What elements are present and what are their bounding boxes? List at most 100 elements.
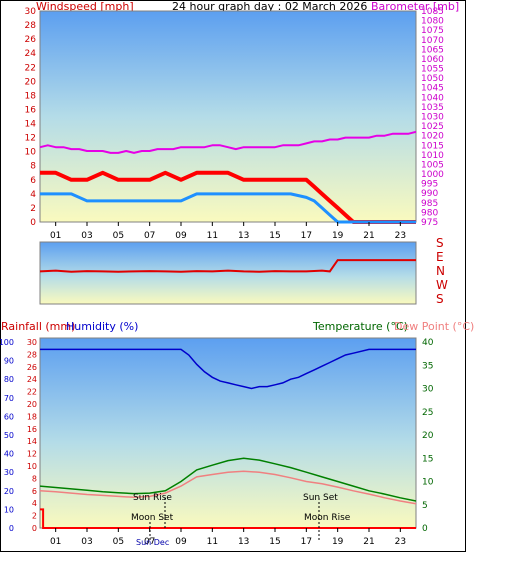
- hour-tick-label: 23: [395, 537, 406, 547]
- hour-tick-label: 07: [144, 537, 155, 547]
- humidity-tick-label: 20: [4, 487, 14, 496]
- barometer-axis-label: Barometer [mb]: [371, 0, 459, 13]
- rainfall-tick-label: 30: [27, 338, 37, 347]
- windspeed-tick-label: 16: [25, 105, 37, 115]
- windspeed-tick-label: 2: [30, 204, 36, 214]
- hour-tick-label: 07: [144, 231, 155, 241]
- barometer-tick-label: 1070: [421, 36, 444, 46]
- barometer-tick-label: 1005: [421, 160, 444, 170]
- hour-tick-label: 21: [363, 537, 374, 547]
- barometer-tick-label: 990: [421, 189, 438, 199]
- outer-frame: [0, 0, 466, 552]
- temperature-tick-label: 40: [422, 338, 434, 348]
- temperature-tick-label: 15: [422, 454, 433, 464]
- windspeed-tick-label: 18: [25, 91, 37, 101]
- barometer-tick-label: 1055: [421, 65, 444, 75]
- temp-humidity-plot-area: [39, 337, 417, 529]
- rainfall-tick-label: 24: [27, 375, 37, 384]
- direction-tick-label: E: [436, 250, 444, 264]
- windspeed-axis-label: Windspeed [mph]: [36, 0, 134, 13]
- rainfall-tick-label: 28: [27, 350, 37, 359]
- hour-tick-label: 05: [113, 231, 124, 241]
- barometer-tick-label: 1060: [421, 55, 444, 65]
- hour-tick-label: 15: [269, 537, 280, 547]
- temperature-tick-label: 30: [422, 385, 434, 395]
- rainfall-tick-label: 26: [27, 363, 37, 372]
- rainfall-tick-label: 16: [27, 425, 37, 434]
- rainfall-tick-label: 18: [27, 412, 37, 421]
- humidity-line: [40, 348, 416, 390]
- humidity-tick-label: 100: [0, 338, 14, 347]
- barometer-axis: 9759809859909951000100510101015102010251…: [421, 7, 444, 228]
- hour-tick-label: 21: [363, 231, 374, 241]
- wind-barometer-series: [39, 130, 417, 224]
- wind-direction-series: [39, 259, 416, 273]
- humidity-tick-label: 70: [4, 394, 14, 403]
- wind-gust-line: [40, 170, 416, 224]
- hour-tick-label: 19: [332, 537, 344, 547]
- hour-tick-label: 23: [395, 231, 406, 241]
- barometer-tick-label: 985: [421, 199, 438, 209]
- rainfall-tick-label: 22: [27, 388, 37, 397]
- rainfall-tick-label: 14: [27, 437, 37, 446]
- hour-tick-label: 03: [81, 537, 92, 547]
- direction-tick-label: S: [436, 292, 444, 306]
- hour-tick-label: 11: [207, 537, 218, 547]
- wind-average-line: [40, 192, 416, 224]
- direction-tick-label: S: [436, 236, 444, 250]
- temperature-tick-label: 35: [422, 361, 433, 371]
- wind-direction-plot-area: [39, 241, 417, 305]
- rainfall-axis-label: Rainfall (mm): [1, 320, 75, 333]
- rainfall-tick-label: 6: [32, 487, 37, 496]
- barometer-tick-label: 1030: [421, 113, 444, 123]
- sun-set-label: Sun Set: [303, 493, 338, 503]
- barometer-tick-label: 1035: [421, 103, 444, 113]
- barometer-tick-label: 1075: [421, 26, 444, 36]
- dewpoint-axis-label: Dew Point (°C): [394, 320, 474, 333]
- moon-rise-label: Moon Rise: [304, 513, 351, 523]
- windspeed-tick-label: 4: [30, 190, 36, 200]
- windspeed-tick-label: 6: [30, 176, 36, 186]
- temperature-tick-label: 10: [422, 478, 434, 488]
- hour-tick-label: 09: [175, 537, 187, 547]
- windspeed-tick-label: 24: [25, 49, 37, 59]
- humidity-tick-label: 10: [4, 505, 14, 514]
- humidity-tick-label: 80: [4, 375, 14, 384]
- temperature-line: [39, 457, 417, 502]
- hour-axis-top: 01 03 05 07 09 11 13 15 17 19 21 23: [50, 222, 406, 241]
- temp-humidity-series: [39, 348, 417, 529]
- direction-tick-label: W: [436, 278, 448, 292]
- windspeed-tick-label: 26: [25, 35, 37, 45]
- humidity-tick-label: 60: [4, 412, 14, 421]
- temperature-tick-label: 0: [422, 524, 428, 534]
- humidity-tick-label: 30: [4, 468, 14, 477]
- windspeed-tick-label: 12: [25, 134, 36, 144]
- temperature-tick-label: 5: [422, 501, 428, 511]
- hour-tick-label: 11: [207, 231, 218, 241]
- hour-tick-label: 19: [332, 231, 344, 241]
- hour-tick-label: 01: [50, 231, 61, 241]
- hour-tick-label: 13: [238, 537, 249, 547]
- barometer-tick-label: 1015: [421, 141, 444, 151]
- rainfall-tick-label: 12: [27, 450, 37, 459]
- windspeed-tick-label: 22: [25, 63, 36, 73]
- humidity-tick-label: 40: [4, 450, 14, 459]
- barometer-tick-label: 1080: [421, 17, 444, 27]
- hour-tick-label: 01: [50, 537, 61, 547]
- hour-tick-label: 13: [238, 231, 249, 241]
- temperature-axis: 0 5 10 15 20 25 30 35 40: [422, 338, 434, 534]
- barometer-tick-label: 1010: [421, 151, 444, 161]
- rainfall-tick-label: 20: [27, 400, 37, 409]
- wind-barometer-plot-area: [39, 10, 417, 223]
- wind-direction-line: [39, 259, 416, 273]
- humidity-tick-label: 90: [4, 357, 14, 366]
- hour-tick-label: 05: [113, 537, 124, 547]
- sun-dec-label: Sun Dec: [136, 538, 169, 547]
- rainfall-tick-label: 10: [27, 462, 37, 471]
- rainfall-line: [40, 508, 416, 529]
